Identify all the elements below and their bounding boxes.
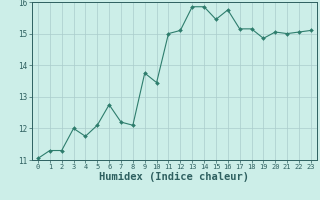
X-axis label: Humidex (Indice chaleur): Humidex (Indice chaleur): [100, 172, 249, 182]
